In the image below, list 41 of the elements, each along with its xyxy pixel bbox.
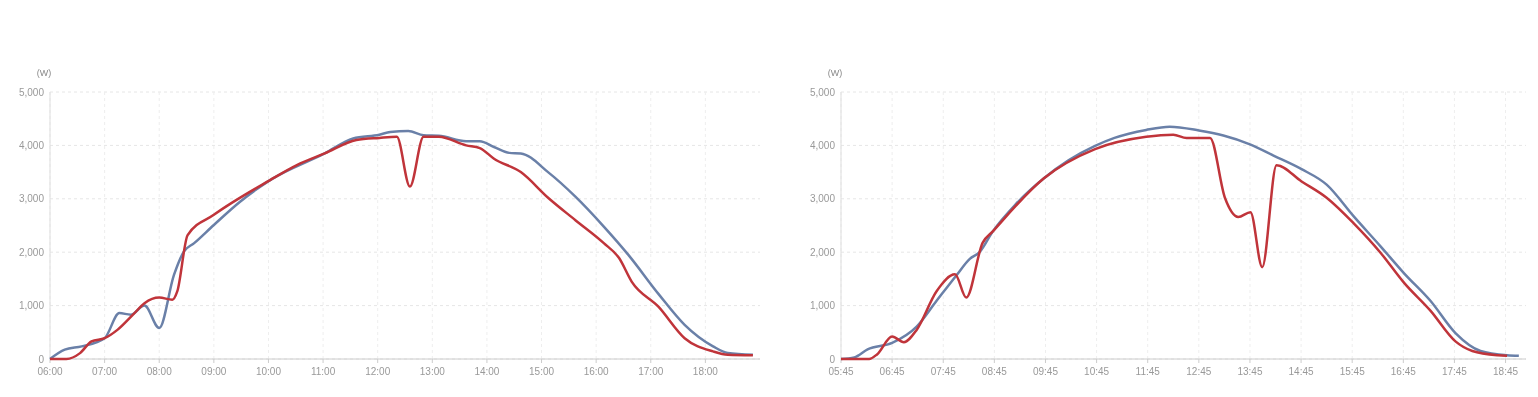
x-tick-label: 06:00 [37,366,63,377]
x-tick-label: 16:00 [583,366,610,377]
y-tick-label: 2,000 [18,246,45,258]
x-tick-label: 11:45 [1135,366,1161,377]
y-tick-label: 2,000 [809,246,836,258]
x-tick-label: 18:00 [692,366,719,377]
y-tick-label: 3,000 [18,193,45,205]
x-tick-label: 10:00 [255,366,282,377]
x-tick-label: 18:45 [1493,366,1519,377]
x-tick-label: 06:45 [879,366,906,377]
y-tick-label: 3,000 [809,193,836,205]
x-tick-label: 15:45 [1339,366,1366,377]
x-tick-label: 12:45 [1186,366,1212,377]
x-tick-label: 09:45 [1032,366,1059,377]
x-tick-label: 10:45 [1084,366,1110,377]
x-tick-label: 13:45 [1237,366,1263,377]
x-tick-label: 16:45 [1390,366,1417,377]
x-tick-label: 17:00 [638,366,664,377]
x-tick-label: 15:00 [529,366,555,377]
x-tick-label: 11:00 [310,366,336,377]
x-tick-label: 08:45 [981,366,1008,377]
y-axis-title: (W) [827,68,843,78]
x-tick-label: 17:45 [1441,366,1468,377]
y-tick-label: 0 [829,353,836,365]
x-tick-label: 07:00 [92,366,118,377]
x-tick-label: 08:00 [146,366,173,377]
y-tick-label: 1,000 [18,300,45,312]
y-tick-label: 4,000 [18,139,45,151]
y-tick-label: 1,000 [809,300,836,312]
x-tick-label: 13:00 [419,366,446,377]
y-tick-label: 0 [38,353,45,365]
x-tick-label: 09:00 [201,366,227,377]
y-axis-title: (W) [36,68,52,78]
x-tick-label: 14:45 [1288,366,1315,377]
y-tick-label: 5,000 [18,86,45,98]
x-tick-label: 05:45 [828,366,854,377]
x-tick-label: 07:45 [930,366,957,377]
y-tick-label: 5,000 [809,86,836,98]
x-tick-label: 14:00 [474,366,500,377]
x-tick-label: 12:00 [365,366,391,377]
y-tick-label: 4,000 [809,139,836,151]
